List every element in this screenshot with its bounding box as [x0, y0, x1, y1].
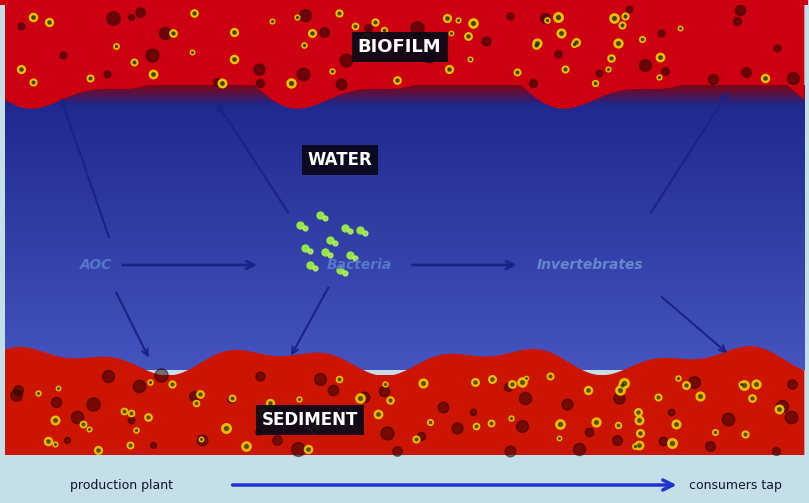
Polygon shape [5, 346, 804, 455]
Polygon shape [0, 0, 808, 5]
Text: production plant: production plant [70, 478, 173, 491]
Text: consumers tap: consumers tap [689, 478, 782, 491]
Polygon shape [5, 5, 804, 95]
Text: Bacteria: Bacteria [327, 258, 392, 272]
Text: BIOFILM: BIOFILM [358, 38, 442, 56]
Polygon shape [5, 5, 804, 109]
Polygon shape [5, 375, 804, 455]
Text: WATER: WATER [307, 151, 372, 169]
Text: Invertebrates: Invertebrates [536, 258, 643, 272]
Text: AOC: AOC [80, 258, 112, 272]
Text: SEDIMENT: SEDIMENT [261, 411, 358, 429]
